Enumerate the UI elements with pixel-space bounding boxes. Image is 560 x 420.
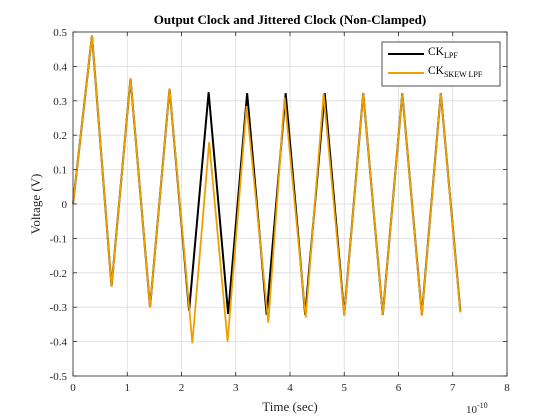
x-exponent-power: -10 <box>477 401 488 410</box>
series-line-ck-skew-lpf <box>72 35 462 344</box>
y-tick-label: -0.3 <box>50 302 68 314</box>
legend-sub-ck-skew-lpf: SKEW LPF <box>444 70 483 79</box>
x-tick-label: 2 <box>179 382 185 394</box>
legend: CKLPF CKSKEW LPF <box>381 41 501 87</box>
x-tick-label: 0 <box>70 382 76 394</box>
x-axis-exponent: 10-10 <box>466 401 488 416</box>
x-tick-label: 1 <box>125 382 131 394</box>
legend-sub-ck-lpf: LPF <box>444 51 458 60</box>
x-tick-label: 8 <box>504 382 510 394</box>
y-tick-label: -0.1 <box>50 233 67 245</box>
legend-label-ck-skew-lpf: CK <box>428 65 445 77</box>
legend-label-ck-lpf: CK <box>428 46 445 58</box>
y-tick-label: 0.5 <box>53 27 67 39</box>
series-layer <box>72 35 462 344</box>
x-tick-label: 7 <box>450 382 456 394</box>
y-tick-label: 0.2 <box>53 130 67 142</box>
legend-entry-ck-lpf: CKLPF <box>428 46 458 60</box>
y-tick-label: 0.3 <box>53 96 67 108</box>
legend-box <box>381 41 501 87</box>
y-tick-label: 0.4 <box>53 61 67 73</box>
tick-layer: 0 1 2 3 4 5 6 7 8 -0.5 -0.4 -0.3 -0.2 -0.1 0 0.1 0.2 0.3 0… <box>50 27 511 394</box>
y-axis-label: Voltage (V) <box>28 174 43 235</box>
y-tick-label: -0.4 <box>50 337 68 349</box>
y-tick-label: -0.2 <box>50 268 67 280</box>
y-tick-label: -0.5 <box>50 371 68 383</box>
x-tick-label: 3 <box>233 382 239 394</box>
x-tick-label: 6 <box>396 382 402 394</box>
y-tick-label: 0.1 <box>53 165 67 177</box>
x-axis-label: Time (sec) <box>262 399 318 414</box>
y-tick-label: 0 <box>62 199 68 211</box>
x-tick-label: 4 <box>287 382 293 394</box>
x-tick-label: 5 <box>342 382 348 394</box>
legend-entry-ck-skew-lpf: CKSKEW LPF <box>428 65 483 79</box>
chart-title: Output Clock and Jittered Clock (Non-Cla… <box>154 12 426 27</box>
x-exponent-base: 10 <box>466 404 478 416</box>
